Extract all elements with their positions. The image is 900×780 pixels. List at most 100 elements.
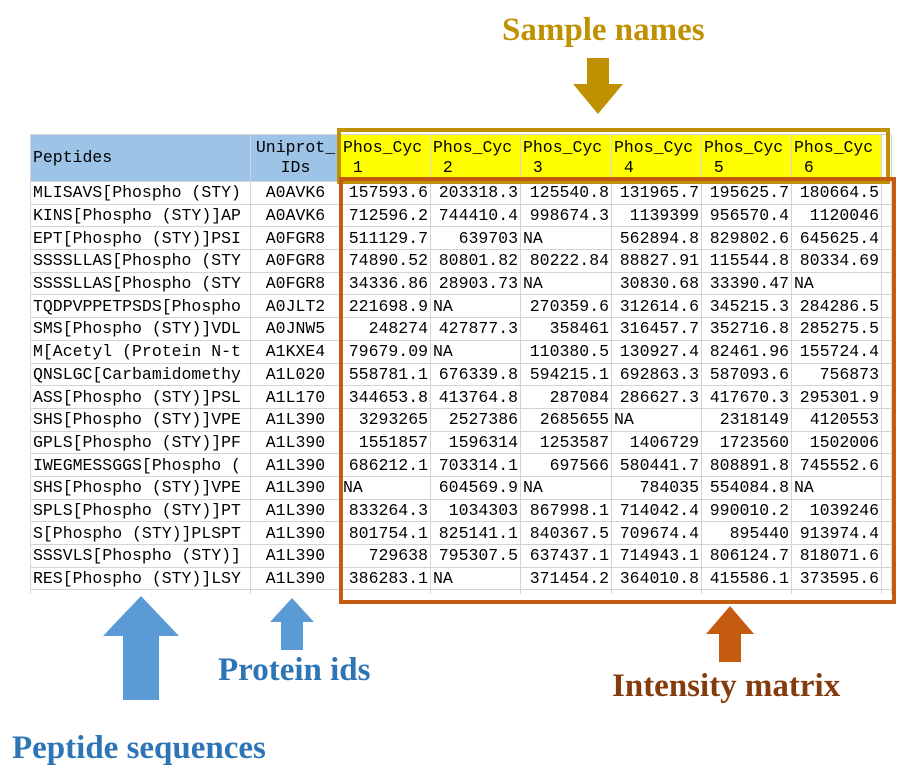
uniprot-id-cell[interactable]: A1L390 (250, 430, 341, 455)
intensity-cell[interactable]: 744410.4 (430, 203, 521, 228)
empty-cell[interactable] (881, 249, 892, 273)
intensity-cell[interactable]: NA (791, 475, 882, 500)
intensity-cell[interactable]: 3293265 (340, 407, 431, 432)
header-sample[interactable]: Phos_Cyc 5 (701, 134, 792, 182)
intensity-cell[interactable]: 88827.91 (611, 249, 702, 273)
intensity-cell[interactable]: 2318149 (701, 407, 792, 432)
intensity-cell[interactable]: 373595.6 (791, 566, 882, 591)
empty-cell[interactable] (881, 453, 892, 477)
uniprot-id-cell[interactable]: A1L390 (250, 475, 341, 500)
header-sample[interactable]: Phos_Cyc 1 (340, 134, 431, 182)
intensity-cell[interactable]: 371454.2 (520, 566, 612, 591)
intensity-cell[interactable]: 1034303 (430, 498, 521, 523)
intensity-cell[interactable]: 686212.1 (340, 453, 431, 477)
uniprot-id-cell[interactable]: A0JLT2 (250, 294, 341, 319)
uniprot-id-cell[interactable]: A1L390 (250, 544, 341, 568)
empty-cell[interactable] (881, 271, 892, 296)
intensity-cell[interactable]: NA (430, 566, 521, 591)
empty-cell[interactable] (881, 566, 892, 591)
peptide-cell[interactable]: SPLS[Phospho (STY)]PT (30, 498, 251, 523)
header-uniprot-ids[interactable]: Uniprot_ IDs (250, 134, 341, 182)
intensity-cell[interactable]: 4120553 (791, 407, 882, 432)
empty-cell[interactable] (881, 294, 892, 319)
intensity-cell[interactable]: 30830.68 (611, 271, 702, 296)
uniprot-id-cell[interactable]: A1L390 (250, 498, 341, 523)
intensity-cell[interactable]: 316457.7 (611, 317, 702, 341)
intensity-cell[interactable]: 697566 (520, 453, 612, 477)
intensity-cell[interactable]: 604569.9 (430, 475, 521, 500)
intensity-cell[interactable]: 745552.6 (791, 453, 882, 477)
empty-cell[interactable] (430, 589, 521, 595)
empty-cell[interactable] (881, 362, 892, 387)
empty-cell[interactable] (881, 385, 892, 409)
intensity-cell[interactable]: 795307.5 (430, 544, 521, 568)
intensity-cell[interactable]: 1406729 (611, 430, 702, 455)
peptide-cell[interactable]: KINS[Phospho (STY)]AP (30, 203, 251, 228)
intensity-cell[interactable]: 312614.6 (611, 294, 702, 319)
intensity-cell[interactable]: 692863.3 (611, 362, 702, 387)
intensity-cell[interactable]: 344653.8 (340, 385, 431, 409)
uniprot-id-cell[interactable]: A0FGR8 (250, 226, 341, 251)
intensity-cell[interactable]: 413764.8 (430, 385, 521, 409)
intensity-cell[interactable]: 1723560 (701, 430, 792, 455)
intensity-cell[interactable]: 676339.8 (430, 362, 521, 387)
empty-cell[interactable] (520, 589, 612, 595)
empty-cell[interactable] (881, 407, 892, 432)
intensity-cell[interactable]: 587093.6 (701, 362, 792, 387)
intensity-cell[interactable]: 840367.5 (520, 521, 612, 545)
intensity-cell[interactable]: NA (430, 294, 521, 319)
intensity-cell[interactable]: 829802.6 (701, 226, 792, 251)
uniprot-id-cell[interactable]: A0AVK6 (250, 203, 341, 228)
header-sample[interactable]: Phos_Cyc 4 (611, 134, 702, 182)
empty-cell[interactable] (881, 589, 892, 595)
peptide-cell[interactable]: S[Phospho (STY)]PLSPT (30, 521, 251, 545)
intensity-cell[interactable]: 784035 (611, 475, 702, 500)
intensity-cell[interactable]: 2685655 (520, 407, 612, 432)
peptide-cell[interactable]: SHS[Phospho (STY)]VPE (30, 407, 251, 432)
peptide-cell[interactable]: SSSSLLAS[Phospho (STY (30, 271, 251, 296)
empty-header-cell[interactable] (881, 134, 892, 182)
uniprot-id-cell[interactable]: A1L170 (250, 385, 341, 409)
empty-cell[interactable] (881, 226, 892, 251)
empty-cell[interactable] (881, 339, 892, 364)
intensity-cell[interactable]: 417670.3 (701, 385, 792, 409)
empty-cell[interactable] (881, 498, 892, 523)
empty-cell[interactable] (340, 589, 431, 595)
peptide-cell[interactable]: QNSLGC[Carbamidomethy (30, 362, 251, 387)
peptide-cell[interactable]: SMS[Phospho (STY)]VDL (30, 317, 251, 341)
intensity-cell[interactable]: NA (520, 475, 612, 500)
intensity-cell[interactable]: 131965.7 (611, 181, 702, 205)
intensity-cell[interactable]: 285275.5 (791, 317, 882, 341)
uniprot-id-cell[interactable]: A1L390 (250, 407, 341, 432)
intensity-cell[interactable]: 155724.4 (791, 339, 882, 364)
intensity-cell[interactable]: 756873 (791, 362, 882, 387)
uniprot-id-cell[interactable]: A0FGR8 (250, 271, 341, 296)
empty-cell[interactable] (881, 317, 892, 341)
peptide-cell[interactable]: TQDPVPPETPSDS[Phospho (30, 294, 251, 319)
intensity-cell[interactable]: 284286.5 (791, 294, 882, 319)
intensity-cell[interactable]: 352716.8 (701, 317, 792, 341)
intensity-cell[interactable]: 82461.96 (701, 339, 792, 364)
intensity-cell[interactable]: 358461 (520, 317, 612, 341)
uniprot-id-cell[interactable]: A1L390 (250, 521, 341, 545)
intensity-cell[interactable]: 956570.4 (701, 203, 792, 228)
intensity-cell[interactable]: NA (611, 407, 702, 432)
intensity-cell[interactable]: 580441.7 (611, 453, 702, 477)
intensity-cell[interactable]: 867998.1 (520, 498, 612, 523)
intensity-cell[interactable]: 33390.47 (701, 271, 792, 296)
uniprot-id-cell[interactable]: A1KXE4 (250, 339, 341, 364)
header-sample[interactable]: Phos_Cyc 3 (520, 134, 612, 182)
intensity-cell[interactable]: 157593.6 (340, 181, 431, 205)
intensity-cell[interactable]: NA (340, 475, 431, 500)
intensity-cell[interactable]: 28903.73 (430, 271, 521, 296)
intensity-cell[interactable]: 913974.4 (791, 521, 882, 545)
intensity-cell[interactable]: 998674.3 (520, 203, 612, 228)
header-sample[interactable]: Phos_Cyc 6 (791, 134, 882, 182)
intensity-cell[interactable]: 833264.3 (340, 498, 431, 523)
header-sample[interactable]: Phos_Cyc 2 (430, 134, 521, 182)
uniprot-id-cell[interactable]: A0AVK6 (250, 181, 341, 205)
peptide-cell[interactable]: RES[Phospho (STY)]LSY (30, 566, 251, 591)
peptide-cell[interactable]: IWEGMESSGGS[Phospho ( (30, 453, 251, 477)
intensity-cell[interactable]: 80222.84 (520, 249, 612, 273)
intensity-cell[interactable]: 801754.1 (340, 521, 431, 545)
